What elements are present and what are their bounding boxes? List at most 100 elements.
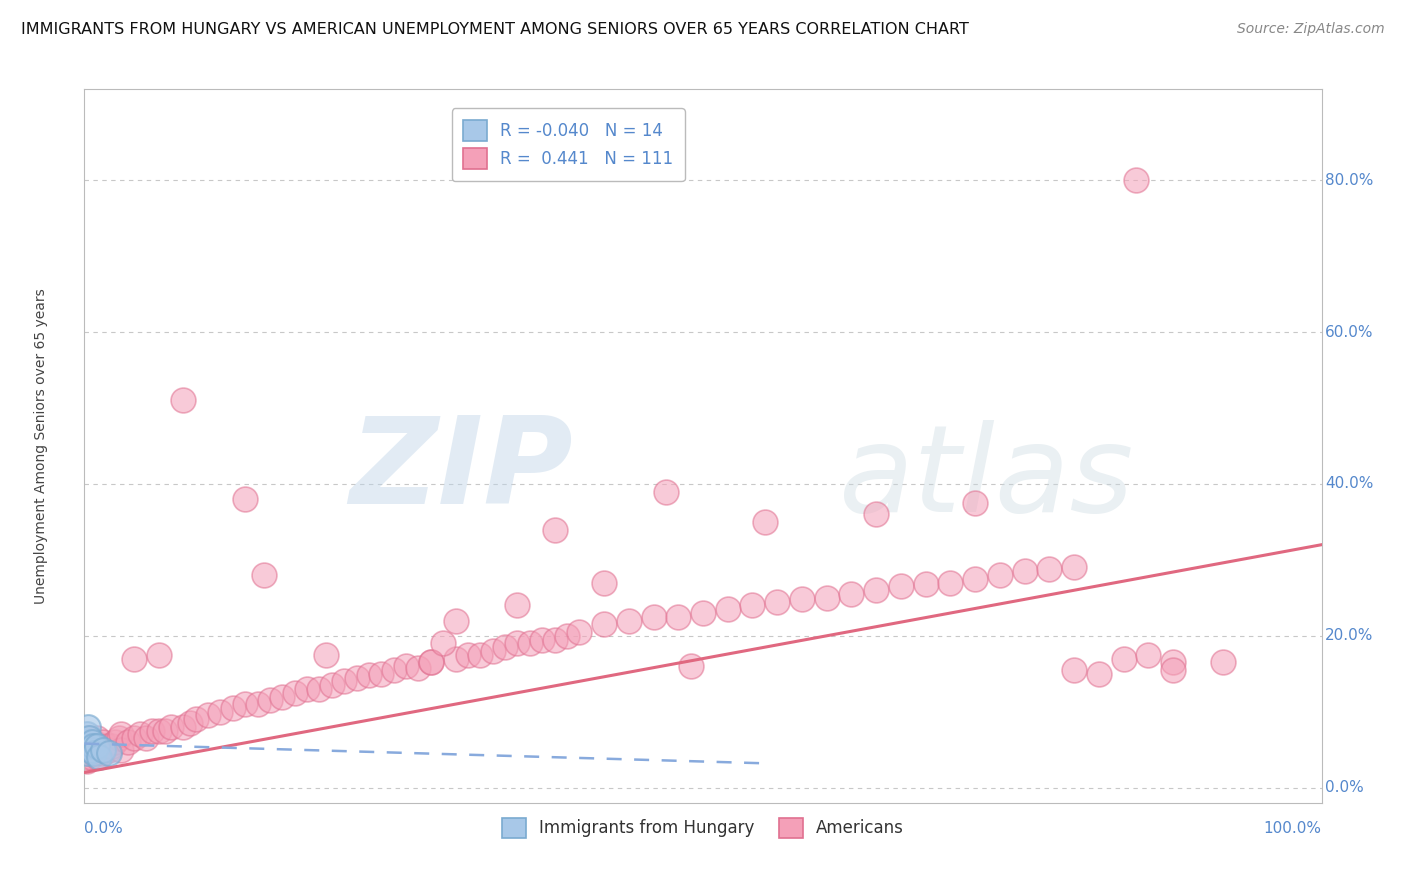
- Point: [184, 712, 207, 726]
- Point: [1088, 666, 1111, 681]
- Point: [110, 727, 132, 741]
- Point: [76, 739, 98, 753]
- Text: ZIP: ZIP: [349, 412, 574, 530]
- Point: [1014, 564, 1036, 578]
- Point: [481, 644, 503, 658]
- Point: [679, 659, 702, 673]
- Point: [419, 656, 441, 670]
- Point: [593, 575, 616, 590]
- Point: [692, 606, 714, 620]
- Point: [79, 735, 101, 749]
- Point: [110, 742, 132, 756]
- Point: [222, 701, 245, 715]
- Point: [96, 739, 118, 753]
- Point: [86, 739, 108, 753]
- Point: [1063, 663, 1085, 677]
- Point: [444, 651, 467, 665]
- Point: [160, 720, 183, 734]
- Point: [432, 636, 454, 650]
- Text: Unemployment Among Seniors over 65 years: Unemployment Among Seniors over 65 years: [34, 288, 48, 604]
- Point: [135, 731, 157, 746]
- Point: [76, 727, 98, 741]
- Point: [197, 708, 219, 723]
- Point: [153, 723, 176, 738]
- Point: [815, 591, 838, 605]
- Point: [519, 636, 541, 650]
- Point: [643, 609, 665, 624]
- Point: [315, 648, 337, 662]
- Point: [77, 720, 100, 734]
- Point: [1038, 562, 1060, 576]
- Point: [148, 723, 170, 738]
- Point: [457, 648, 479, 662]
- Text: 40.0%: 40.0%: [1326, 476, 1374, 491]
- Point: [76, 754, 98, 768]
- Point: [83, 747, 105, 761]
- Text: 0.0%: 0.0%: [84, 821, 124, 836]
- Point: [77, 739, 100, 753]
- Point: [790, 592, 813, 607]
- Point: [284, 686, 307, 700]
- Point: [717, 602, 740, 616]
- Point: [75, 735, 97, 749]
- Point: [308, 681, 330, 696]
- Point: [568, 625, 591, 640]
- Point: [965, 572, 987, 586]
- Point: [754, 515, 776, 529]
- Point: [506, 599, 529, 613]
- Point: [593, 617, 616, 632]
- Point: [80, 739, 103, 753]
- Point: [617, 614, 640, 628]
- Point: [233, 492, 256, 507]
- Point: [98, 747, 121, 761]
- Point: [1112, 651, 1135, 665]
- Point: [122, 731, 145, 746]
- Point: [1063, 560, 1085, 574]
- Point: [246, 697, 269, 711]
- Point: [766, 594, 789, 608]
- Point: [259, 693, 281, 707]
- Point: [470, 648, 492, 662]
- Legend: Immigrants from Hungary, Americans: Immigrants from Hungary, Americans: [494, 810, 912, 846]
- Point: [75, 735, 97, 749]
- Point: [1161, 663, 1184, 677]
- Point: [80, 735, 103, 749]
- Point: [531, 632, 554, 647]
- Point: [79, 742, 101, 756]
- Point: [122, 651, 145, 665]
- Point: [148, 648, 170, 662]
- Text: 100.0%: 100.0%: [1264, 821, 1322, 836]
- Point: [209, 705, 232, 719]
- Point: [865, 508, 887, 522]
- Point: [76, 747, 98, 761]
- Point: [79, 731, 101, 746]
- Point: [295, 681, 318, 696]
- Point: [77, 731, 100, 746]
- Text: 80.0%: 80.0%: [1326, 173, 1374, 188]
- Point: [172, 393, 194, 408]
- Point: [865, 583, 887, 598]
- Point: [346, 671, 368, 685]
- Point: [357, 668, 380, 682]
- Point: [100, 739, 122, 753]
- Point: [83, 735, 105, 749]
- Point: [84, 742, 107, 756]
- Point: [543, 523, 565, 537]
- Point: [129, 727, 152, 741]
- Point: [914, 577, 936, 591]
- Point: [655, 484, 678, 499]
- Point: [1137, 648, 1160, 662]
- Point: [382, 663, 405, 677]
- Point: [271, 690, 294, 704]
- Point: [419, 656, 441, 670]
- Point: [741, 599, 763, 613]
- Point: [1161, 656, 1184, 670]
- Point: [253, 568, 276, 582]
- Text: atlas: atlas: [839, 419, 1135, 537]
- Text: 20.0%: 20.0%: [1326, 628, 1374, 643]
- Point: [444, 614, 467, 628]
- Point: [82, 739, 104, 753]
- Point: [91, 747, 114, 761]
- Point: [890, 579, 912, 593]
- Point: [370, 666, 392, 681]
